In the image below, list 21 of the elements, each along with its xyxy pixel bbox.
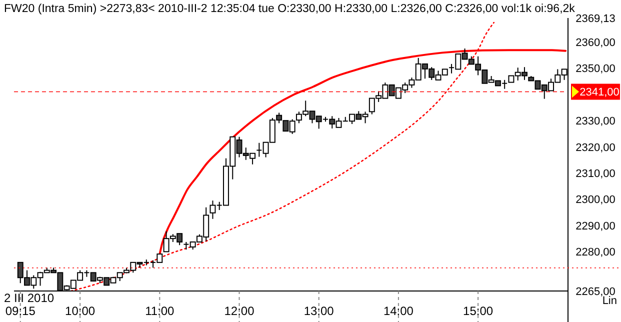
annotation: 2 III 2010: [4, 291, 54, 305]
x-tick-label: 11:00: [145, 304, 175, 318]
y-tick-label: 2280,00: [576, 246, 616, 259]
chart-title: FW20 (Intra 5min) >2273,83< 2010-III-2 12:35:04 tue O:2330,00 H:2330,00 L:2326,00 C:2326,00 vol:1k oi:96,2k: [4, 3, 576, 15]
y-tick-label: 2310,00: [576, 168, 616, 180]
y-tick-label: 2300,00: [576, 194, 616, 206]
x-tick-label: 09:15: [5, 304, 36, 318]
x-tick-label: 12:00: [224, 304, 255, 318]
y-tick-label: 2290,00: [576, 220, 616, 232]
text: Lin: [602, 295, 617, 307]
x-tick-label: 10:00: [65, 304, 96, 318]
y-tick-label: 2330,00: [576, 116, 616, 128]
y-tick-label: 2369,13: [576, 13, 616, 25]
x-tick-label: 15:00: [463, 304, 494, 318]
y-tick-label: 2320,00: [576, 142, 616, 154]
y-tick-label: 2360,00: [576, 36, 616, 49]
x-tick-label: 13:00: [304, 304, 334, 318]
ref-line-label: 2341,00: [580, 86, 620, 99]
x-tick-label: 14:00: [383, 304, 414, 318]
y-tick-label: 2350,00: [576, 63, 616, 76]
y-tick-label: 2265,00: [576, 286, 616, 298]
